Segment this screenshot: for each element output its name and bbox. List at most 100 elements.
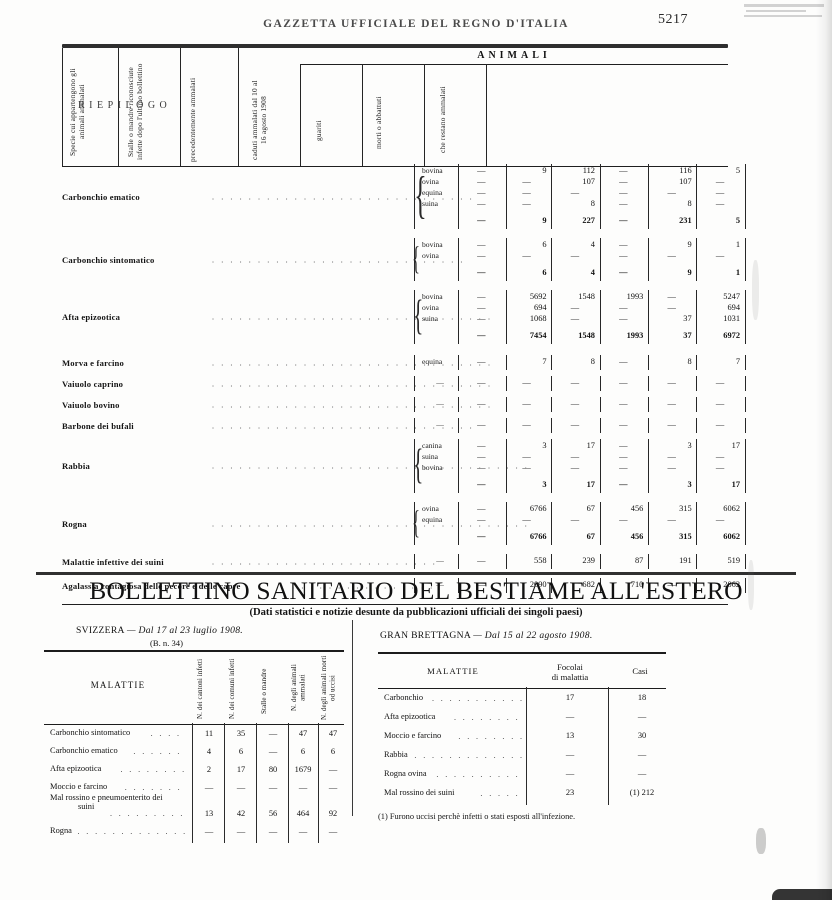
species-name: suina bbox=[422, 199, 439, 208]
column-rule bbox=[224, 741, 225, 763]
species-row: ovina — 694 — — — 694 bbox=[62, 303, 740, 314]
cell-value: — bbox=[570, 378, 580, 387]
cell-value: 8 bbox=[687, 199, 692, 208]
species-brace: { bbox=[413, 292, 424, 339]
cell-value: 80 bbox=[268, 765, 278, 774]
cell-value: 6 bbox=[330, 747, 336, 756]
column-rule bbox=[696, 376, 698, 391]
total-value: 1 bbox=[735, 268, 741, 277]
species-name: bovina bbox=[422, 166, 443, 175]
column-rule bbox=[526, 782, 527, 805]
cell-value: — bbox=[570, 314, 580, 323]
species-row: — — — — — — — bbox=[62, 399, 728, 410]
gb-focolai-line2: di malattia bbox=[551, 672, 589, 682]
cell-value: — bbox=[715, 199, 725, 208]
dot-leader: . . . . . . . . . . . . . . . . . . . . … bbox=[212, 557, 438, 566]
cell-value: 17 bbox=[731, 441, 741, 450]
cell-value: 3 bbox=[687, 441, 692, 450]
cell-value: — bbox=[667, 463, 676, 472]
cell-value: — bbox=[667, 420, 676, 429]
column-rule bbox=[414, 164, 415, 229]
cell-value: — bbox=[477, 166, 486, 175]
column-rule bbox=[551, 554, 553, 569]
column-rule bbox=[551, 238, 553, 281]
disease-label: Malattie infettive dei suini bbox=[62, 556, 164, 567]
dot-leader: . . . . . . . . . . . . . . . . . . . . … bbox=[212, 519, 532, 528]
species-name: equina bbox=[422, 515, 443, 524]
gb-col-header-malattie: MALATTIE bbox=[427, 666, 479, 676]
column-rule bbox=[288, 759, 289, 781]
column-rule bbox=[648, 578, 649, 593]
cell-value: — bbox=[477, 420, 486, 429]
cell-value: 8 bbox=[590, 357, 595, 366]
ch-col-header-comuni: N. dei comuni infetti bbox=[228, 658, 236, 720]
cell-value: — bbox=[570, 399, 580, 408]
disease-label: Rogna bbox=[62, 518, 87, 529]
disease-label: Afta epizootica bbox=[62, 312, 121, 322]
cell-value: — bbox=[477, 580, 486, 589]
cell-value: 7 bbox=[735, 357, 741, 366]
species-row: — — — — — — — bbox=[62, 378, 728, 389]
species-row: ovina — 6766 67 456 315 6062 bbox=[62, 504, 740, 515]
column-rule bbox=[288, 741, 289, 763]
column-rule bbox=[414, 397, 415, 412]
species-name: — bbox=[436, 420, 444, 429]
section-divider-rule bbox=[36, 572, 796, 575]
cell-value: 1548 bbox=[578, 292, 595, 301]
cell-value: — bbox=[298, 783, 308, 792]
cell-value: — bbox=[268, 783, 278, 792]
cell-value: — bbox=[268, 729, 278, 738]
column-rule bbox=[608, 763, 609, 786]
column-rule bbox=[608, 706, 609, 729]
column-rule bbox=[648, 502, 649, 545]
column-rule bbox=[192, 741, 193, 763]
total-value: 4 bbox=[590, 268, 595, 277]
cell-value: — bbox=[522, 378, 531, 387]
column-rule bbox=[551, 397, 553, 412]
cell-value: — bbox=[619, 420, 628, 429]
cell-value: 112 bbox=[582, 166, 595, 175]
disease-label: Agalassia contagiosa delle pecore e dell… bbox=[62, 580, 241, 591]
cell-value: — bbox=[570, 420, 580, 429]
dot-leader: . . . . . . . . . . . . . . . . . . . . … bbox=[480, 789, 522, 798]
column-rule bbox=[414, 290, 415, 344]
cell-value: — bbox=[619, 452, 628, 461]
disease-label: Afta epizootica bbox=[50, 764, 102, 773]
total-value: 37 bbox=[683, 331, 692, 340]
column-rule bbox=[414, 578, 415, 593]
column-rule bbox=[648, 554, 649, 569]
column-rule bbox=[318, 777, 319, 799]
cell-value: 35 bbox=[236, 729, 246, 738]
column-rule bbox=[506, 554, 508, 569]
cell-value: 6 bbox=[542, 240, 547, 249]
cell-value: — bbox=[565, 712, 575, 721]
column-rule bbox=[256, 759, 257, 781]
col-header-specie: Specie cui appartengono gli animali amma… bbox=[68, 68, 86, 156]
column-rule bbox=[696, 578, 698, 593]
column-rule bbox=[318, 759, 319, 781]
species-name: suina bbox=[422, 452, 439, 461]
column-rule bbox=[192, 759, 193, 781]
column-rule bbox=[457, 164, 459, 229]
total-value: 6972 bbox=[723, 331, 741, 340]
summary-row: Carbonchio ematico . . . . . . . . . . . … bbox=[62, 164, 746, 229]
switzerland-table-body: Carbonchio sintomatico . . . . . . . . . … bbox=[44, 723, 344, 843]
cell-value: — bbox=[637, 750, 647, 759]
disease-label: Vaiuolo caprino bbox=[62, 378, 124, 389]
column-rule bbox=[599, 397, 601, 412]
cell-value: — bbox=[637, 769, 647, 778]
species-name: — bbox=[436, 378, 444, 387]
total-value: 315 bbox=[679, 532, 692, 541]
scan-artifact-top-right bbox=[744, 4, 824, 7]
species-row: equina — — — — — — bbox=[62, 515, 728, 526]
cell-value: 9 bbox=[542, 166, 547, 175]
animali-rule bbox=[300, 64, 728, 65]
total-value: 9 bbox=[687, 268, 692, 277]
col-header-caduti: caduti ammalati dal 10 al 16 agosto 1908 bbox=[250, 80, 268, 160]
animali-group-header: ANIMALI bbox=[477, 50, 551, 61]
cell-value: — bbox=[477, 292, 486, 301]
cell-value: — bbox=[667, 452, 676, 461]
cell-value: 8 bbox=[590, 199, 595, 208]
scan-artifact-top-right-2 bbox=[746, 10, 806, 12]
column-rule bbox=[224, 723, 225, 745]
